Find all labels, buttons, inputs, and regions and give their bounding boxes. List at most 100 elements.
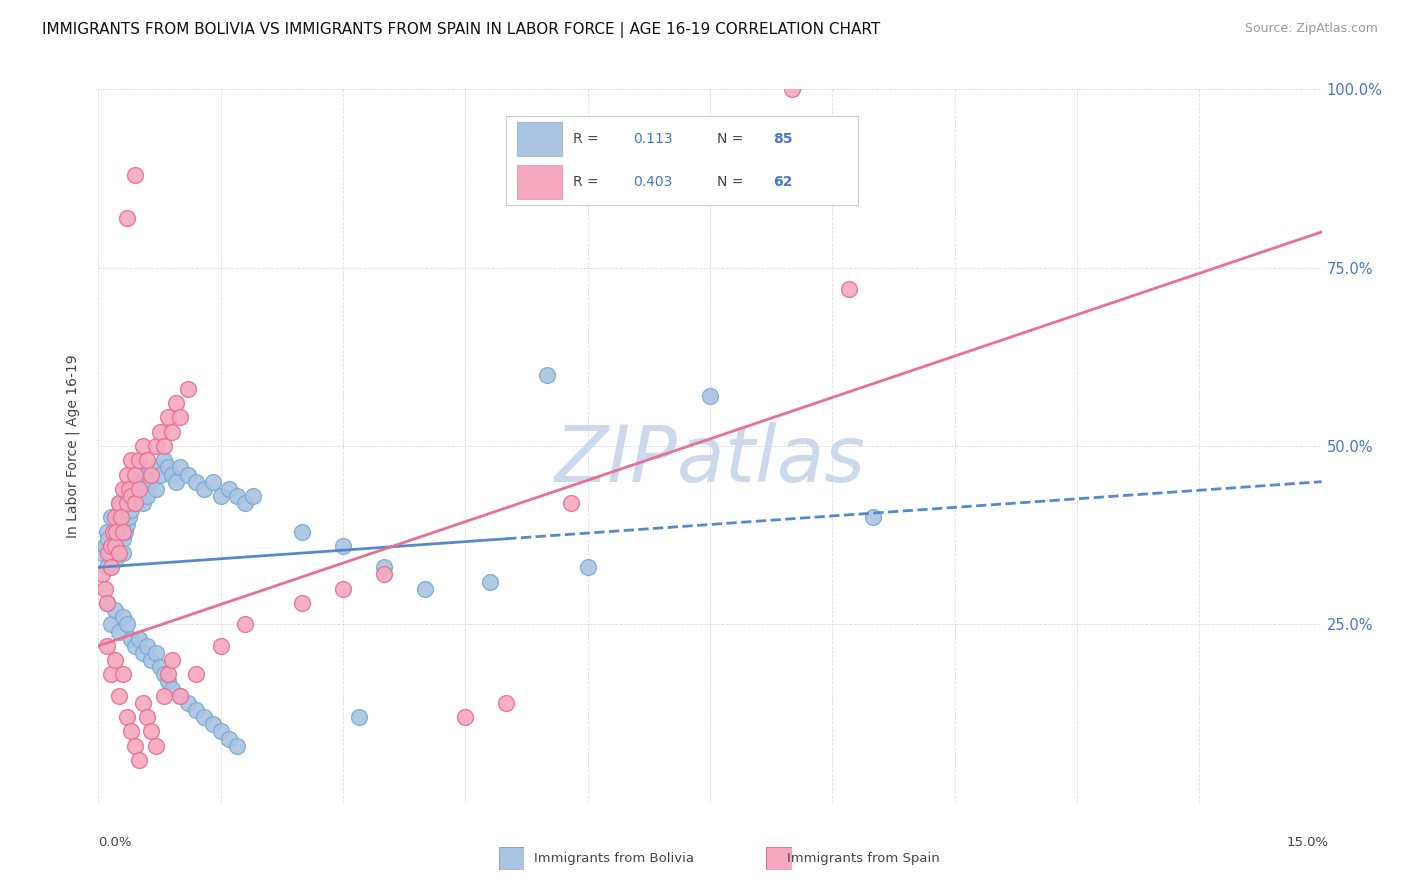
Point bbox=[111, 610, 134, 624]
Point bbox=[536, 368, 558, 382]
Point bbox=[152, 453, 174, 467]
Point bbox=[128, 753, 150, 767]
Point bbox=[193, 710, 215, 724]
Point bbox=[186, 703, 208, 717]
Point bbox=[100, 667, 122, 681]
Text: 62: 62 bbox=[773, 175, 793, 189]
Point bbox=[156, 410, 179, 425]
Point bbox=[128, 467, 150, 482]
Point bbox=[115, 496, 138, 510]
Point bbox=[165, 475, 187, 489]
Point bbox=[128, 489, 150, 503]
Point bbox=[108, 689, 131, 703]
Point bbox=[454, 710, 477, 724]
Point bbox=[120, 453, 142, 467]
Text: IMMIGRANTS FROM BOLIVIA VS IMMIGRANTS FROM SPAIN IN LABOR FORCE | AGE 16-19 CORR: IMMIGRANTS FROM BOLIVIA VS IMMIGRANTS FR… bbox=[42, 22, 880, 38]
Point bbox=[120, 632, 142, 646]
Point bbox=[209, 489, 232, 503]
Bar bbox=[517, 165, 562, 199]
Point bbox=[291, 596, 314, 610]
Point bbox=[118, 482, 141, 496]
Point bbox=[152, 689, 174, 703]
Text: 15.0%: 15.0% bbox=[1286, 837, 1329, 849]
Point bbox=[145, 646, 167, 660]
Point bbox=[128, 632, 150, 646]
Point bbox=[145, 739, 167, 753]
Point bbox=[152, 667, 174, 681]
Point bbox=[218, 731, 240, 746]
Point bbox=[121, 489, 143, 503]
Point bbox=[160, 425, 183, 439]
Text: 0.113: 0.113 bbox=[633, 132, 672, 146]
Point bbox=[108, 624, 131, 639]
Point bbox=[169, 460, 191, 475]
Point bbox=[110, 524, 132, 539]
Point bbox=[149, 467, 172, 482]
Text: 0.403: 0.403 bbox=[633, 175, 672, 189]
Point bbox=[114, 524, 136, 539]
Point bbox=[110, 510, 132, 524]
Point bbox=[108, 510, 131, 524]
Point bbox=[120, 503, 142, 517]
Text: 85: 85 bbox=[773, 132, 793, 146]
Point bbox=[115, 467, 138, 482]
Point bbox=[132, 496, 155, 510]
Point bbox=[100, 560, 122, 574]
Point bbox=[127, 482, 149, 496]
Point bbox=[96, 524, 118, 539]
Point bbox=[101, 539, 124, 553]
Point bbox=[226, 739, 249, 753]
Point bbox=[177, 696, 200, 710]
Point bbox=[576, 560, 599, 574]
Point bbox=[124, 739, 146, 753]
Point bbox=[111, 546, 134, 560]
Point bbox=[104, 524, 127, 539]
Text: R =: R = bbox=[574, 132, 599, 146]
Text: N =: N = bbox=[717, 175, 744, 189]
Point bbox=[242, 489, 264, 503]
Point bbox=[141, 653, 163, 667]
Point bbox=[120, 482, 142, 496]
Point bbox=[124, 496, 146, 510]
Point bbox=[560, 496, 582, 510]
Point bbox=[91, 567, 114, 582]
Point bbox=[838, 282, 860, 296]
Text: ZIPatlas: ZIPatlas bbox=[554, 422, 866, 499]
Point bbox=[132, 646, 155, 660]
Point bbox=[108, 496, 131, 510]
Point bbox=[332, 582, 354, 596]
Point bbox=[209, 639, 232, 653]
Point bbox=[149, 660, 172, 674]
Point bbox=[97, 546, 120, 560]
Point bbox=[145, 482, 167, 496]
Point bbox=[169, 689, 191, 703]
Point bbox=[104, 539, 127, 553]
Point bbox=[149, 425, 172, 439]
Point bbox=[862, 510, 884, 524]
Point bbox=[152, 439, 174, 453]
Point bbox=[132, 439, 155, 453]
Point bbox=[373, 567, 395, 582]
Text: Immigrants from Spain: Immigrants from Spain bbox=[787, 852, 941, 864]
Point bbox=[218, 482, 240, 496]
Point bbox=[111, 524, 134, 539]
Point bbox=[201, 717, 224, 731]
Point bbox=[136, 639, 159, 653]
Point bbox=[141, 467, 163, 482]
Point bbox=[96, 596, 118, 610]
Point bbox=[100, 546, 122, 560]
Point bbox=[165, 396, 187, 410]
Point bbox=[94, 582, 117, 596]
Text: 0.0%: 0.0% bbox=[98, 837, 132, 849]
Point bbox=[100, 539, 122, 553]
Point bbox=[124, 475, 146, 489]
Point bbox=[169, 410, 191, 425]
Point bbox=[186, 475, 208, 489]
Text: R =: R = bbox=[574, 175, 599, 189]
Point bbox=[226, 489, 249, 503]
Point bbox=[104, 510, 127, 524]
Point bbox=[91, 546, 114, 560]
Point bbox=[115, 517, 138, 532]
Point bbox=[478, 574, 501, 589]
Point bbox=[141, 724, 163, 739]
